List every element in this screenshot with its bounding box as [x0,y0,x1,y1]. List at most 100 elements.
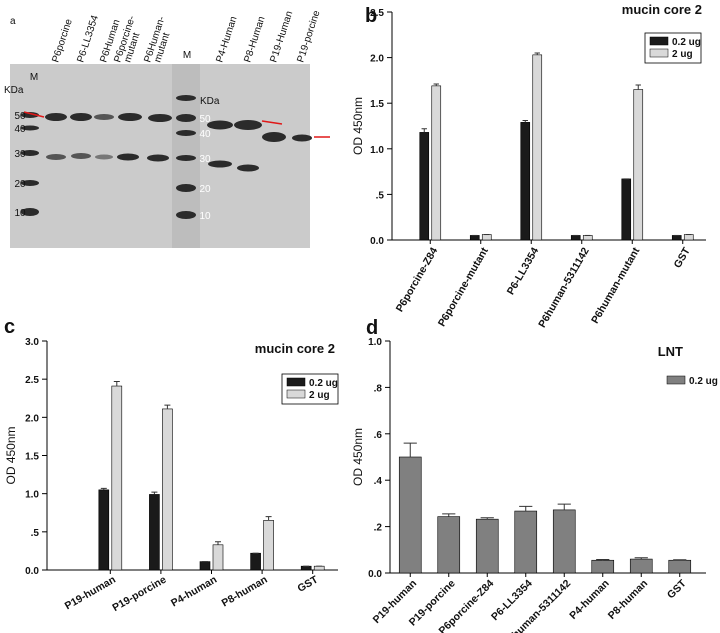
y-tick-label: 2.0 [370,54,384,65]
bar [481,234,492,241]
bar [633,89,644,241]
error-bar [113,380,120,387]
y-axis-label: OD 450nm [351,428,365,486]
size-label: 50 [14,111,26,122]
size-label: 30 [199,154,211,165]
x-tick-label: P19-porcine [110,574,168,615]
error-bar [164,404,171,409]
error-bar [215,541,221,545]
y-tick-label: .5 [31,528,40,539]
legend-swatch [286,377,306,387]
error-bar [635,84,641,90]
bar [475,518,499,574]
error-bar [557,503,571,510]
x-tick-label: P6human-mutant [589,245,643,326]
error-bar [480,517,494,520]
error-bar [433,83,439,86]
y-axis-label: OD 450nm [351,97,365,155]
bar [212,544,224,571]
bar [162,408,173,571]
y-tick-label: 2.5 [370,8,384,19]
lane-label: P19-porcine [295,9,322,64]
bar [419,132,430,241]
size-label: 20 [14,179,26,190]
lane-label: P6-LL3354 [75,14,101,64]
bar [263,520,274,571]
legend-label: 2 ug [309,390,330,401]
y-tick-label: 0.0 [25,566,39,577]
x-tick-label: P4-human [169,574,219,610]
x-tick-label: GST [295,573,320,594]
legend-label: 0.2 ug [309,378,338,389]
legend-label: 0.2 ug [689,376,718,387]
size-label: 20 [199,184,211,195]
y-tick-label: .4 [374,476,383,487]
lane-label: P8-Human [242,15,267,64]
y-axis-label: OD 450nm [4,426,18,484]
size-label: 10 [14,208,26,219]
bar [313,565,325,571]
x-tick-label: P4-human [567,577,611,621]
lane-label: P6porcine [50,17,75,64]
size-label: 50 [199,114,211,125]
y-tick-label: 0.0 [370,236,384,247]
error-bar [534,52,540,55]
bar [149,494,160,571]
bar [437,516,461,574]
x-tick-label: P6porcine-mutant [436,245,491,329]
x-tick-label: P19-human [63,574,118,613]
error-bar [151,491,158,495]
size-label: 10 [199,211,211,222]
x-tick-label: GST [665,577,689,601]
error-bar [442,513,456,517]
bar [514,510,538,574]
legend-label: 0.2 ug [672,37,701,48]
bar [199,561,211,571]
error-bar [100,487,107,490]
panel-label: d [366,317,378,339]
bar [683,234,694,241]
marker-label: M [183,50,191,61]
x-tick-label: P6-LL3354 [505,245,542,297]
panel-label: b [365,5,377,27]
y-tick-label: .6 [374,430,383,441]
marker-label: M [30,72,38,83]
error-bar [265,516,272,521]
x-tick-label: GST [672,245,693,270]
bar [111,385,123,571]
y-tick-label: 1.0 [370,145,384,156]
bar [469,235,480,241]
bar [582,235,593,241]
gel-arrows [23,111,330,138]
error-bar [522,120,528,123]
bar [621,178,632,241]
bar [570,235,581,241]
bar [671,235,682,241]
unit-label: KDa [4,85,24,96]
bar [591,559,615,574]
legend-swatch [286,389,306,399]
x-tick-label: P6human-5311142 [536,245,592,329]
error-bar [634,557,648,560]
size-label: 40 [199,129,211,140]
y-tick-label: .2 [374,523,383,534]
legend-swatch [649,36,669,46]
chart-title: mucin core 2 [622,2,702,17]
x-tick-label: P8-human [220,574,270,610]
legend-swatch [649,48,669,58]
y-tick-label: 2.5 [25,375,39,386]
bar [300,565,312,571]
y-tick-label: .8 [374,383,383,394]
size-label: 40 [14,124,26,135]
error-bar [403,442,417,457]
error-bar [421,128,427,133]
chart-title: mucin core 2 [255,341,335,356]
error-bar [596,559,610,561]
y-tick-label: 1.0 [368,337,382,348]
legend-swatch [666,375,686,385]
bar [629,558,653,574]
bar [431,85,442,241]
y-tick-label: 0.0 [368,569,382,580]
x-tick-label: P8-human [606,577,650,621]
y-tick-label: .5 [376,190,385,201]
